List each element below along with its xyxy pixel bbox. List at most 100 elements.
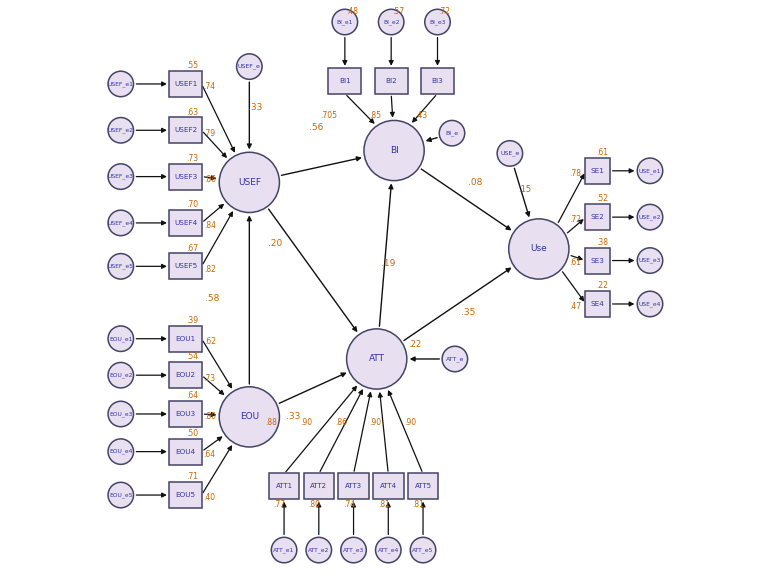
FancyBboxPatch shape xyxy=(169,254,202,280)
Text: .33: .33 xyxy=(285,412,300,422)
Text: .81: .81 xyxy=(412,500,425,509)
Text: USEF_e3: USEF_e3 xyxy=(108,174,134,179)
Text: USEF_e4: USEF_e4 xyxy=(108,220,134,226)
Text: .72: .72 xyxy=(569,215,581,224)
Circle shape xyxy=(637,291,662,317)
Text: USEF4: USEF4 xyxy=(174,220,197,226)
Text: .22: .22 xyxy=(597,281,608,290)
Circle shape xyxy=(637,248,662,273)
Text: .78: .78 xyxy=(569,168,581,178)
Text: .71: .71 xyxy=(187,472,199,481)
Text: .08: .08 xyxy=(468,178,482,187)
Text: .22: .22 xyxy=(408,340,421,349)
Circle shape xyxy=(341,537,366,563)
Circle shape xyxy=(379,9,404,35)
Circle shape xyxy=(220,387,279,447)
Circle shape xyxy=(497,141,522,166)
Text: BI3: BI3 xyxy=(431,78,444,84)
Text: EOU: EOU xyxy=(239,412,259,422)
Text: ATT5: ATT5 xyxy=(415,483,431,489)
Text: .20: .20 xyxy=(269,239,282,248)
Circle shape xyxy=(108,254,134,279)
FancyBboxPatch shape xyxy=(169,362,202,389)
Text: ATT_e2: ATT_e2 xyxy=(308,547,330,553)
FancyBboxPatch shape xyxy=(585,248,610,274)
Text: BI2: BI2 xyxy=(386,78,397,84)
Text: .64: .64 xyxy=(203,450,216,459)
Text: ATT4: ATT4 xyxy=(379,483,397,489)
Text: USE_e1: USE_e1 xyxy=(639,168,661,174)
Text: USE_e: USE_e xyxy=(500,151,519,156)
Text: EOU_e3: EOU_e3 xyxy=(109,411,132,417)
FancyBboxPatch shape xyxy=(408,474,438,499)
FancyBboxPatch shape xyxy=(269,474,299,499)
Circle shape xyxy=(637,158,662,184)
Text: .56: .56 xyxy=(309,123,323,132)
FancyBboxPatch shape xyxy=(169,117,202,144)
Text: .77: .77 xyxy=(273,500,285,509)
Circle shape xyxy=(347,329,407,389)
Circle shape xyxy=(442,346,467,372)
Text: USEF_e5: USEF_e5 xyxy=(108,263,134,269)
FancyBboxPatch shape xyxy=(585,157,610,184)
Text: EOU3: EOU3 xyxy=(176,411,196,417)
Text: .80: .80 xyxy=(308,500,321,509)
Text: .62: .62 xyxy=(203,337,216,346)
Text: .84: .84 xyxy=(203,221,216,230)
Text: .86: .86 xyxy=(203,175,216,184)
Text: BI_e3: BI_e3 xyxy=(429,19,446,25)
Text: .58: .58 xyxy=(204,294,219,303)
Text: .86: .86 xyxy=(335,418,347,427)
Text: .38: .38 xyxy=(597,238,608,247)
Circle shape xyxy=(108,482,134,508)
Circle shape xyxy=(425,9,451,35)
Text: .55: .55 xyxy=(187,61,199,70)
Text: EOU4: EOU4 xyxy=(176,449,196,455)
FancyBboxPatch shape xyxy=(169,325,202,352)
Text: USEF_e1: USEF_e1 xyxy=(108,81,134,87)
FancyBboxPatch shape xyxy=(169,210,202,236)
Circle shape xyxy=(439,120,464,146)
Circle shape xyxy=(108,118,134,143)
Text: EOU1: EOU1 xyxy=(176,336,196,342)
FancyBboxPatch shape xyxy=(169,439,202,465)
Circle shape xyxy=(108,401,134,427)
Text: BI_e: BI_e xyxy=(445,130,458,136)
Text: .33: .33 xyxy=(248,102,262,112)
FancyBboxPatch shape xyxy=(328,68,361,94)
Text: .61: .61 xyxy=(597,148,608,157)
FancyBboxPatch shape xyxy=(169,482,202,508)
Text: .54: .54 xyxy=(187,353,199,361)
Text: USE_e2: USE_e2 xyxy=(639,214,661,220)
Text: EOU_e5: EOU_e5 xyxy=(109,492,132,498)
Text: ATT_e5: ATT_e5 xyxy=(412,547,434,553)
Text: EOU_e4: EOU_e4 xyxy=(109,449,132,455)
Text: .64: .64 xyxy=(187,391,199,400)
Text: USE_e4: USE_e4 xyxy=(639,301,661,307)
Text: USEF: USEF xyxy=(238,178,261,187)
FancyBboxPatch shape xyxy=(169,401,202,427)
Text: .48: .48 xyxy=(346,7,358,16)
Text: USEF5: USEF5 xyxy=(174,263,197,269)
Text: BI1: BI1 xyxy=(339,78,350,84)
Text: .63: .63 xyxy=(187,108,199,116)
Text: .19: .19 xyxy=(381,259,396,268)
Text: USE_e3: USE_e3 xyxy=(639,258,661,263)
Text: SE4: SE4 xyxy=(591,301,605,307)
Circle shape xyxy=(236,54,262,79)
Text: .79: .79 xyxy=(203,129,216,138)
Text: .47: .47 xyxy=(569,302,581,311)
Text: .81: .81 xyxy=(378,500,389,509)
Text: .15: .15 xyxy=(518,185,531,195)
FancyBboxPatch shape xyxy=(585,204,610,230)
Text: ATT_e: ATT_e xyxy=(446,356,464,362)
Text: .705: .705 xyxy=(321,111,337,120)
Text: .61: .61 xyxy=(569,258,581,267)
FancyBboxPatch shape xyxy=(375,68,408,94)
FancyBboxPatch shape xyxy=(338,474,369,499)
Text: .43: .43 xyxy=(415,111,428,120)
Text: .50: .50 xyxy=(187,429,199,438)
Text: .39: .39 xyxy=(187,316,199,325)
Circle shape xyxy=(306,537,331,563)
FancyBboxPatch shape xyxy=(169,71,202,97)
